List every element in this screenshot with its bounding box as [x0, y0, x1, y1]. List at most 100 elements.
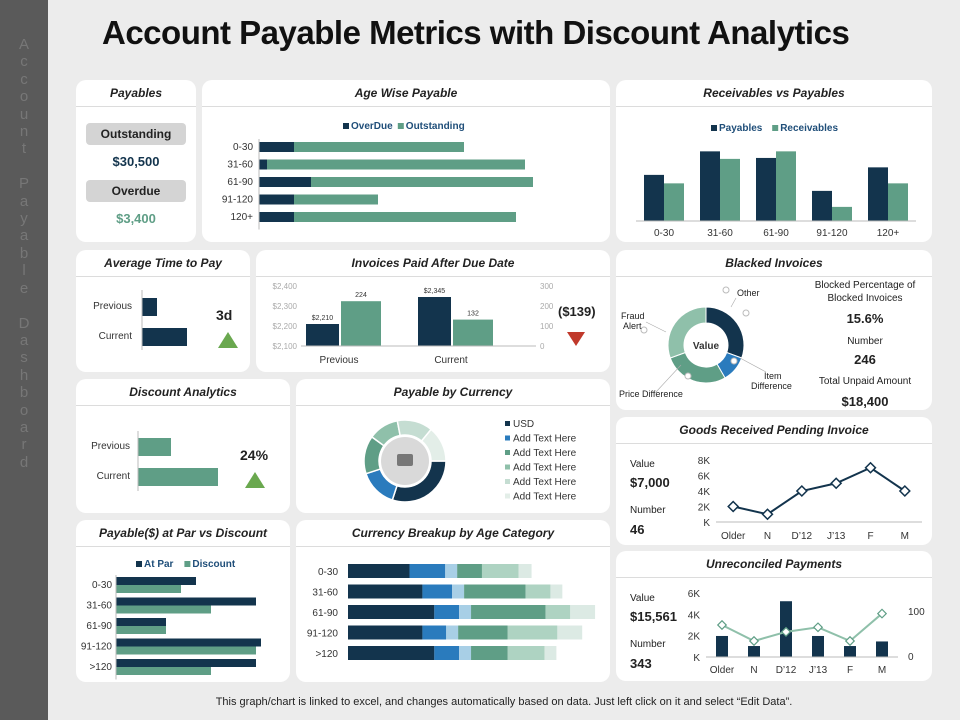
x-tick-label: Older — [721, 531, 746, 542]
bar-overdue — [259, 177, 311, 187]
category-label: 31-60 — [227, 160, 253, 171]
bar-outstanding — [311, 177, 533, 187]
bar-overdue — [259, 142, 294, 152]
bar-receivables — [832, 206, 852, 221]
trend-down-icon — [567, 332, 585, 346]
category-label: >120 — [315, 649, 338, 660]
bar — [142, 298, 157, 316]
legend-swatch — [505, 421, 510, 426]
panel-title: Goods Received Pending Invoice — [616, 417, 932, 444]
x-tick-label: 91-120 — [816, 228, 848, 239]
sidebar-letter: P — [18, 175, 29, 193]
line-marker — [876, 608, 888, 619]
category-label: 61-90 — [227, 177, 253, 188]
left-tick-label: $2,200 — [273, 322, 298, 331]
legend-swatch — [343, 123, 349, 129]
panel-title: Average Time to Pay — [76, 250, 250, 277]
line-marker — [812, 622, 824, 633]
legend-label: Payables — [719, 123, 763, 134]
x-tick-label: 61-90 — [763, 228, 789, 239]
legend-label: Add Text Here — [513, 448, 577, 459]
bar-at-par — [116, 577, 196, 585]
marker-dot — [640, 326, 648, 334]
unreconciled-chart: K 2K 4K 6K 100 0 Older N D’12 J’13 F M — [688, 589, 925, 676]
category-label: 120+ — [230, 212, 253, 223]
left-tick-label: $2,100 — [273, 342, 298, 351]
bar-segment — [348, 646, 435, 660]
data-label: $2,345 — [424, 288, 446, 295]
legend-label: Add Text Here — [513, 492, 577, 503]
bar — [142, 328, 187, 346]
unpaid-amount-value: $18,400 — [841, 394, 889, 409]
average-time-panel: Average Time to Pay Previous Current 3d — [76, 250, 250, 372]
legend-swatch — [136, 561, 142, 567]
bar-at-par — [116, 597, 256, 606]
bar-series1 — [418, 297, 451, 346]
bar — [138, 438, 171, 456]
panel-title: Payable($) at Par vs Discount — [76, 520, 290, 547]
sidebar-letter: d — [19, 453, 29, 471]
x-tick-label: M — [901, 531, 909, 542]
payable-by-currency-donut: USD Add Text Here Add Text Here Add Text He… — [363, 419, 577, 503]
x-tick-label: J’13 — [809, 665, 828, 676]
x-tick-label: M — [878, 665, 886, 676]
left-tick-label: 6K — [688, 589, 701, 600]
alert-label: Alert — [623, 321, 642, 331]
bar-discount — [116, 626, 166, 634]
fraud-label: Fraud — [621, 311, 645, 321]
x-tick-label: Older — [710, 665, 735, 676]
x-tick-label: N — [764, 531, 771, 542]
sidebar-letter: c — [20, 70, 28, 88]
page-title: Account Payable Metrics with Discount An… — [102, 14, 850, 51]
bar-segment — [348, 605, 435, 619]
discount-value: 24% — [240, 447, 269, 463]
bar-segment — [348, 564, 410, 578]
bar — [748, 646, 760, 657]
legend-label: USD — [513, 419, 534, 430]
bar-segment — [459, 646, 472, 660]
sidebar-letter: s — [20, 349, 28, 367]
category-label: 61-90 — [86, 621, 112, 632]
line-marker — [795, 484, 808, 498]
y-tick-label: 4K — [698, 487, 711, 498]
bar-discount — [116, 605, 211, 614]
data-label: 224 — [355, 292, 367, 299]
bar-receivables — [664, 183, 684, 221]
donut-center-label: Value — [693, 341, 720, 352]
legend-swatch — [505, 435, 510, 441]
legend-swatch — [184, 561, 191, 567]
receivables-vs-payables-chart: Payables Receivables 0-30 31-60 61-90 91-120 1… — [636, 123, 916, 239]
legend-label: Receivables — [780, 123, 838, 134]
bar-at-par — [116, 638, 261, 647]
panel-title: Receivables vs Payables — [616, 80, 932, 107]
blocked-number-label: Number — [847, 336, 883, 347]
bar-segment — [544, 646, 557, 660]
age-wise-payable-panel: Age Wise Payable OverDue Outstanding 0-30 3… — [202, 80, 610, 242]
bar-payables — [756, 157, 776, 221]
bar-segment — [422, 625, 447, 640]
legend-swatch — [505, 464, 510, 470]
trend-up-icon — [218, 332, 238, 348]
bar-overdue — [259, 159, 267, 170]
bar-at-par — [116, 618, 166, 626]
right-tick-label: 0 — [908, 652, 914, 663]
legend-swatch — [505, 479, 510, 484]
bar-segment — [422, 584, 453, 599]
bar-segment — [464, 584, 526, 599]
data-label: 132 — [467, 311, 479, 318]
par-vs-discount-chart: At Par Discount 0-30 31-60 61-90 91-120 >120 — [81, 559, 261, 680]
category-label: 0-30 — [318, 567, 338, 578]
legend-label: Add Text Here — [513, 477, 577, 488]
bar-segment — [525, 584, 551, 599]
bar-segment — [434, 646, 460, 660]
leader-line — [739, 357, 767, 373]
panel-title: Unreconciled Payments — [616, 551, 932, 578]
legend-swatch — [505, 450, 510, 455]
bar-segment — [570, 605, 596, 619]
marker-dot — [730, 357, 738, 365]
sidebar-letter: D — [18, 314, 30, 332]
bar-segment — [459, 605, 472, 619]
bar-segment — [348, 584, 423, 599]
sidebar-letter: t — [21, 140, 27, 158]
